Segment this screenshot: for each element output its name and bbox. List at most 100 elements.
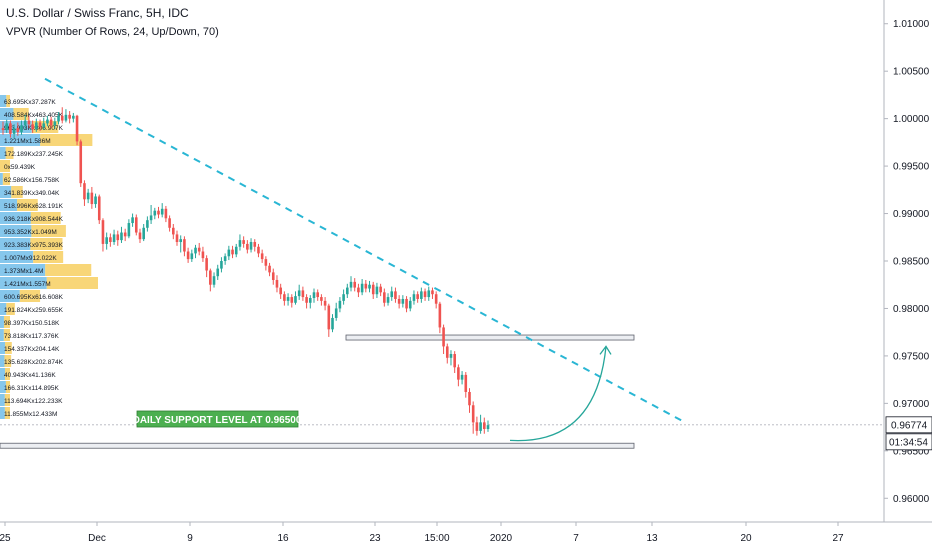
vp-up-bar [0,264,46,276]
x-tick-label: 15:00 [424,533,449,544]
candle-body [249,242,253,250]
candle-body [427,290,431,298]
vp-up-bar [0,173,3,185]
vp-row-label: 172.189Kx237.245K [4,151,64,158]
candle-body [334,308,338,318]
candle-body [412,294,416,301]
vp-up-bar [0,199,18,211]
support-zone [0,442,635,449]
candle-body [383,292,386,303]
price-badges: 0.96774 01:34:54 [885,416,932,451]
candle-body [223,256,227,261]
vp-row-label: 600.695Kx616.608K [4,294,64,301]
candle-body [464,374,468,392]
candle-body [423,291,427,298]
candle-body [271,272,275,280]
candle-body [401,298,405,304]
candle-body [75,115,79,142]
candle-body [460,374,464,380]
x-tick-label: 16 [277,533,289,544]
vp-up-bar [0,277,47,289]
candle-body [327,305,331,330]
candle-body [482,422,486,429]
y-tick-label: 1.00000 [893,114,930,125]
annotation[interactable]: DAILY SUPPORT LEVEL AT 0.96500 [133,410,302,428]
candle-body [357,287,360,293]
y-tick-label: 0.97500 [893,351,930,362]
candle-body [386,297,390,303]
last-price-badge [885,416,932,434]
y-tick-label: 0.98000 [893,304,930,315]
y-tick-label: 0.99000 [893,209,930,220]
vp-row-label: 191.824Kx259.655K [4,307,64,314]
vp-row-label: 518.996Kx628.191K [4,203,64,210]
candle-body [275,279,279,288]
support-zones[interactable] [0,334,635,449]
last-price-value: 0.96774 [891,420,928,431]
vp-row-label: 1.221Mx1.586M [4,138,51,145]
candle-body [246,243,249,250]
candle-body [408,300,412,309]
candle-body [120,232,123,241]
candle-body [471,405,475,423]
candle-body [72,115,75,119]
projection-arrow[interactable] [509,345,612,442]
vp-down-bar [0,160,10,172]
vp-row-label: 936.218Kx908.544K [4,216,64,223]
candle-body [308,298,312,303]
vp-up-bar [0,225,32,237]
candle-body [123,232,127,237]
candle-body [57,115,60,122]
annotation-box [136,410,299,428]
vp-down-bar [5,342,12,354]
vp-up-bar [0,342,6,354]
vp-down-bar [40,134,93,146]
candle-body [1,128,5,131]
candle-body [342,294,345,301]
candle-body [375,286,379,295]
vp-row-label: 408.584Kx463.405K [4,112,64,119]
candle-body [453,354,456,368]
vp-down-bar [30,212,61,224]
candle-body [290,297,294,303]
vp-up-bar [0,147,6,159]
vp-down-bar [3,316,10,328]
candle-body [12,128,16,134]
candle-body [368,284,371,289]
x-tick-label: Dec [88,533,106,544]
candle-body [86,192,90,200]
candle-body [320,297,323,301]
trendline[interactable] [44,77,686,424]
vp-row-label: 953.352Kx1.049M [4,229,57,236]
vp-down-bar [6,303,15,315]
candle-body [20,125,23,132]
candle-body [234,246,238,255]
candle-body [438,303,442,328]
candle-body [353,281,357,288]
candle-body [90,192,94,205]
candle-body [142,227,145,240]
candle-body [134,217,138,233]
vp-row-label: 113.694Kx122.233K [4,398,63,405]
candle-body [186,251,190,260]
x-tick-label: 9 [187,533,193,544]
candle-body [9,123,12,134]
time-axis[interactable]: 25 Dec 9 16 23 15:00 2020 7 13 20 27 [0,522,844,544]
vp-down-bar [11,186,23,198]
vp-down-bar [33,251,64,263]
vp-down-bar [4,407,10,419]
candle-body [23,120,27,126]
price-axis[interactable]: 1.01000 1.00500 1.00000 0.99500 0.99000 0.985… [884,19,930,505]
vp-down-bar [2,173,11,185]
candle-body [486,425,490,429]
candle-body [431,290,434,295]
candle-body [312,292,316,299]
resistance-trendline [44,77,686,424]
candle-body [364,283,368,289]
candle-body [346,287,349,295]
candle-body [305,297,308,303]
candle-body [164,208,168,219]
candle-body [27,120,31,125]
candle-body [205,258,208,271]
